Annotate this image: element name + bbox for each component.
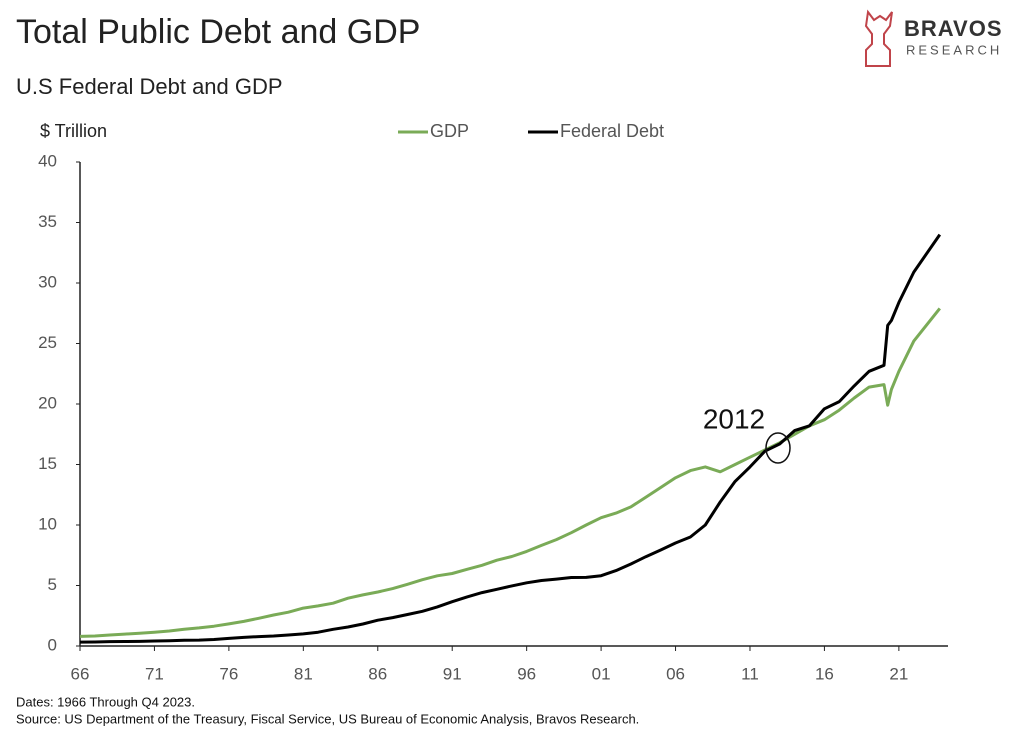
footnote: Source: US Department of the Treasury, F…: [16, 711, 639, 726]
y-tick-label: 10: [38, 514, 57, 533]
y-tick-label: 30: [38, 272, 57, 291]
x-tick-label: 21: [889, 664, 908, 683]
logo-subtext: RESEARCH: [906, 42, 1002, 57]
x-tick-label: 76: [219, 664, 238, 683]
x-tick-label: 66: [71, 664, 90, 683]
legend-label: Federal Debt: [560, 121, 664, 141]
x-tick-label: 96: [517, 664, 536, 683]
annotation: 2012: [703, 403, 765, 434]
y-tick-label: 35: [38, 212, 57, 231]
x-tick-label: 11: [741, 664, 759, 683]
y-tick-label: 0: [48, 635, 57, 654]
x-tick-label: 06: [666, 664, 685, 683]
x-tick-label: 71: [145, 664, 164, 683]
y-tick-label: 20: [38, 393, 57, 412]
x-tick-label: 01: [592, 664, 611, 683]
legend-label: GDP: [430, 121, 469, 141]
annotation-circle: [765, 432, 791, 464]
x-tick-label: 16: [815, 664, 834, 683]
footnote: Dates: 1966 Through Q4 2023.: [16, 694, 195, 709]
x-tick-label: 91: [443, 664, 462, 683]
logo-text: BRAVOS: [904, 16, 1003, 41]
y-tick-label: 25: [38, 333, 57, 352]
series-line: [79, 233, 942, 644]
logo-icon: [864, 9, 893, 67]
logo: BRAVOS RESEARCH: [864, 9, 1003, 67]
x-tick-label: 86: [368, 664, 387, 683]
y-tick-label: 15: [38, 454, 57, 473]
y-axis-label: $ Trillion: [40, 121, 107, 141]
y-tick-label: 5: [48, 575, 57, 594]
chart-subtitle: U.S Federal Debt and GDP: [16, 74, 283, 99]
chart-title: Total Public Debt and GDP: [16, 13, 420, 51]
y-tick-label: 40: [38, 151, 57, 170]
x-tick-label: 81: [294, 664, 313, 683]
